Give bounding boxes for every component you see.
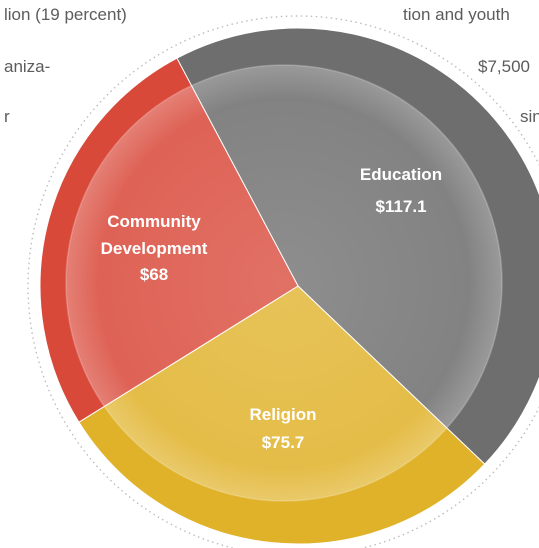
text-fragment: sin (520, 107, 539, 126)
text-fragment: $7,500 (478, 57, 530, 76)
slice-label-name: Education (360, 165, 442, 184)
text-fragment: r (4, 107, 10, 126)
slice-label-name: Religion (249, 405, 316, 424)
slice-label-value: $68 (140, 265, 168, 284)
slice-label-name: Development (101, 239, 208, 258)
slice-label-name: Community (107, 212, 201, 231)
slice-label-value: $75.7 (262, 433, 305, 452)
pie-inner-highlight (65, 64, 503, 502)
text-fragment: tion and youth (403, 5, 510, 24)
text-fragment: aniza- (4, 57, 51, 76)
text-fragment: lion (19 percent) (4, 5, 127, 24)
slice-label-value: $117.1 (375, 197, 426, 216)
